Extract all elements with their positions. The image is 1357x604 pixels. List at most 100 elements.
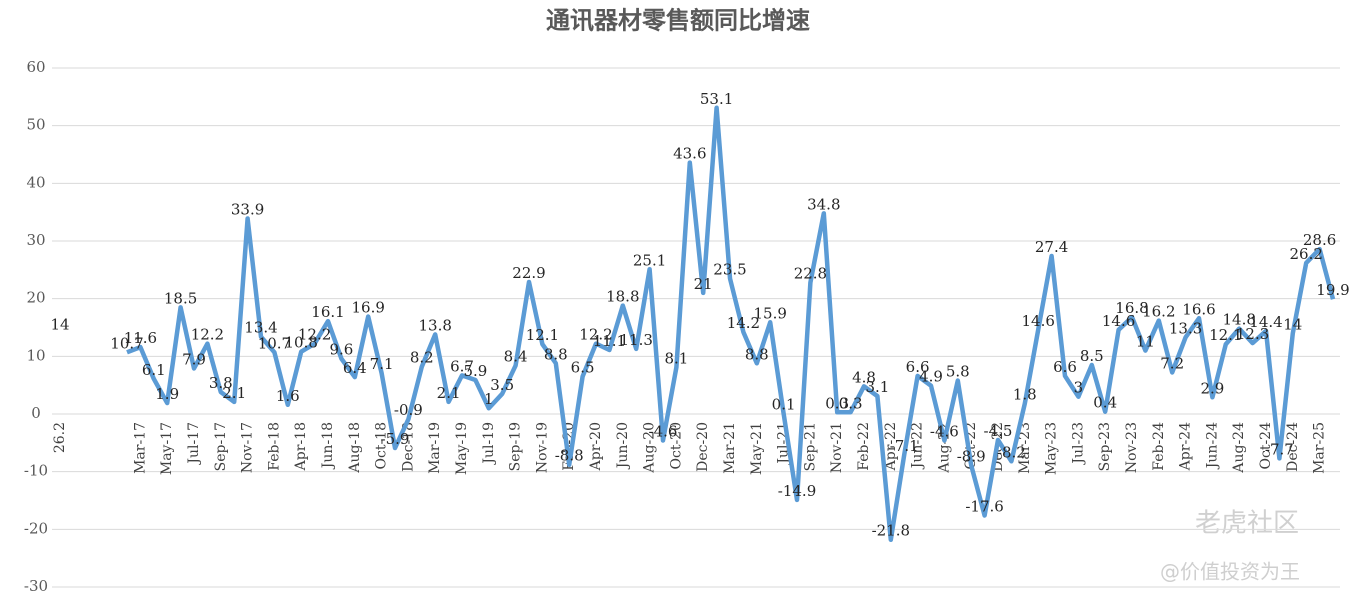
watermark: 老虎社区 [1195,509,1299,539]
data-label: 16.2 [1142,303,1175,321]
data-label: 7.2 [1160,354,1184,372]
line-series [126,105,1336,542]
data-label: -5.9 [381,430,410,448]
data-label: 14.2 [727,314,760,332]
x-tick-label: May-21 [749,422,765,475]
data-label: 2.1 [437,384,461,402]
data-label: -4.6 [930,423,959,441]
chart-title: 通讯器材零售额同比增速 [546,6,810,35]
data-label: 16.8 [1115,299,1148,317]
data-label: 12.2 [191,326,224,344]
data-label: 11 [1136,333,1155,351]
watermark: @价值投资为王 [1160,560,1300,584]
data-label: -21.8 [872,522,910,540]
x-tick-label: Jul-17 [186,422,202,466]
data-label: 1.6 [276,387,300,405]
x-tick-label: Mar-23 [1017,422,1033,474]
data-label: 21 [694,275,713,293]
data-label: 7.1 [370,355,394,373]
x-tick-label: Apr-22 [883,422,899,471]
data-label: 1 [484,390,494,408]
data-label: 6.5 [571,359,595,377]
data-label: 11.1 [593,332,626,350]
x-tick-label: Nov-19 [534,422,550,473]
data-label: 22.9 [512,264,545,282]
data-label: 16.6 [1182,300,1215,318]
data-label: 53.1 [700,90,733,108]
x-tick-label: Aug-20 [642,422,658,474]
data-label: 6.4 [343,359,367,377]
data-label: 0.3 [839,394,863,412]
data-label: 15.9 [753,304,786,322]
x-tick-label: May-23 [1044,422,1060,475]
data-label: 8.8 [544,345,568,363]
data-label: -0.9 [394,401,423,419]
data-label: 3.5 [490,376,514,394]
data-label: 10.7 [258,334,291,352]
data-label: 25.1 [633,251,666,269]
x-tick-label: Feb-24 [1151,422,1167,471]
data-label: 4.8 [852,368,876,386]
y-tick-label: 10 [26,346,45,364]
y-tick-label: -30 [24,577,48,595]
data-label: -7.7 [1265,440,1294,458]
x-tick-label: Jun-24 [1204,422,1220,470]
x-tick-label: 26.2 [52,422,68,453]
x-tick-label: Nov-23 [1124,422,1140,473]
data-label: 16.9 [351,299,384,317]
data-label: -14.9 [778,482,816,500]
data-label: 14.8 [1222,311,1255,329]
data-label: 14 [50,315,69,333]
y-tick-label: -20 [24,519,48,537]
data-label: 12.1 [1209,326,1242,344]
data-label: 19.9 [1316,281,1349,299]
data-label: 12.3 [1236,325,1269,343]
data-label: 9.6 [329,341,353,359]
y-tick-label: 30 [26,231,45,249]
x-tick-label: Feb-18 [266,422,282,471]
x-tick-label: Nov-21 [829,422,845,473]
x-tick-label: Sep-21 [802,422,818,471]
x-tick-label: Nov-17 [240,422,256,473]
data-label: 6.1 [142,361,166,379]
x-tick-label: Aug-18 [347,422,363,474]
x-tick-label: Apr-24 [1178,422,1194,471]
x-tick-label: Mar-25 [1312,422,1328,474]
x-tick-label: Feb-22 [856,422,872,471]
data-label: 13.3 [1169,319,1202,337]
data-label: 11.3 [619,331,652,349]
x-tick-label: Apr-20 [588,422,604,471]
data-label: 1.9 [155,385,179,403]
x-tick-label: Aug-24 [1231,422,1247,474]
data-label: 13.4 [244,319,277,337]
y-tick-label: 50 [26,116,45,134]
data-label: 8.5 [1080,347,1104,365]
x-tick-label: Mar-19 [427,422,443,474]
data-label: 0.1 [772,395,796,413]
x-tick-label: Jul-23 [1070,422,1086,466]
data-label: 10.7 [110,334,143,352]
x-tick-label: Oct-18 [374,422,390,470]
x-tick-label: May-19 [454,422,470,475]
data-label: 18.5 [164,289,197,307]
x-tick-label: Oct-24 [1258,422,1274,470]
data-label: 14.6 [1021,312,1054,330]
x-tick-label: Jun-22 [910,422,926,470]
data-label: 8.4 [504,348,528,366]
x-tick-label: Jul-19 [481,422,497,466]
data-label: 43.6 [673,145,706,163]
data-label: 14.4 [1249,313,1282,331]
x-tick-label: Mar-21 [722,422,738,474]
y-tick-label: 60 [26,58,45,76]
x-tick-label: Oct-20 [668,422,684,470]
data-label: 26.2 [1289,245,1322,263]
data-label: 4.9 [919,368,943,386]
data-label: -8.9 [957,447,986,465]
x-tick-label: Mar-17 [132,422,148,474]
data-label: 16.1 [311,303,344,321]
data-label: -8.2 [997,443,1026,461]
x-tick-label: Dec-24 [1285,422,1301,472]
data-label: 0.3 [825,394,849,412]
data-label: 13.8 [418,316,451,334]
